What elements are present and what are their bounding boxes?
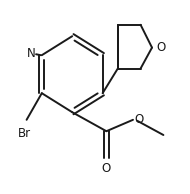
Text: N: N: [27, 47, 36, 60]
Text: Br: Br: [18, 127, 31, 140]
Text: O: O: [156, 41, 165, 54]
Text: O: O: [102, 162, 111, 175]
Text: O: O: [134, 113, 143, 126]
